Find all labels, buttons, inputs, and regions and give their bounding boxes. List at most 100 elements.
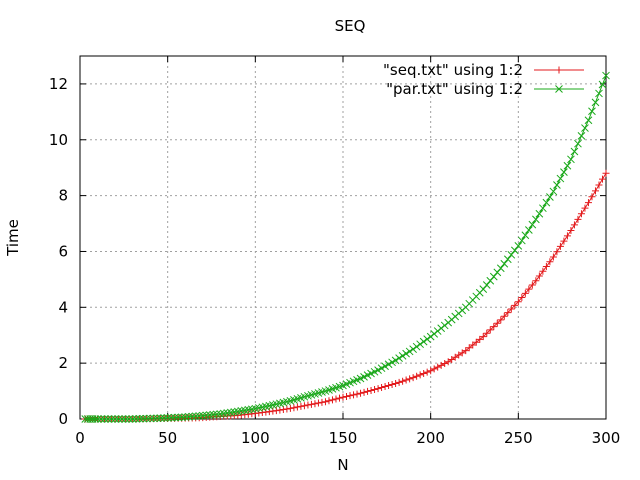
- legend-marker-par: [555, 85, 563, 93]
- data-point-seq: [357, 389, 365, 397]
- data-point-seq: [437, 361, 445, 369]
- data-point-par: [93, 415, 102, 423]
- data-point-par: [100, 415, 109, 423]
- data-point-par: [132, 415, 140, 423]
- data-point-par: [433, 327, 442, 335]
- data-point-par: [556, 174, 565, 183]
- data-point-par: [174, 413, 183, 422]
- data-point-par: [584, 116, 593, 125]
- x-tick-label: 150: [329, 429, 358, 447]
- data-point-seq: [514, 298, 522, 306]
- data-point-seq: [539, 267, 547, 275]
- data-point-seq: [553, 248, 561, 256]
- series-line-par: [85, 75, 607, 420]
- data-point-seq: [574, 215, 582, 223]
- data-point-seq: [395, 378, 403, 386]
- data-point-seq: [525, 285, 533, 293]
- data-point-par: [595, 89, 603, 98]
- data-point-par: [535, 209, 544, 218]
- data-point-par: [398, 352, 407, 360]
- data-point-par: [195, 412, 204, 420]
- data-point-par: [205, 411, 214, 419]
- data-point-seq: [307, 400, 315, 408]
- data-point-par: [588, 107, 596, 116]
- data-point-seq: [343, 392, 351, 400]
- data-point-seq: [584, 199, 592, 207]
- data-point-seq: [332, 395, 340, 403]
- data-point-par: [539, 204, 547, 213]
- data-point-seq: [521, 289, 529, 297]
- data-point-par: [381, 362, 389, 371]
- data-point-seq: [444, 358, 452, 366]
- y-tick-label: 10: [49, 131, 68, 149]
- data-point-par: [546, 193, 554, 201]
- data-point-seq: [420, 369, 428, 377]
- data-point-par: [146, 414, 154, 423]
- data-point-seq: [451, 353, 459, 361]
- data-point-seq: [560, 237, 568, 245]
- data-point-seq: [314, 399, 322, 407]
- data-point-par: [496, 264, 505, 273]
- data-point-par: [440, 321, 449, 330]
- series-line-seq: [85, 173, 607, 420]
- y-tick-label: 0: [58, 410, 68, 428]
- data-point-par: [198, 411, 207, 420]
- data-point-par: [430, 329, 439, 338]
- data-point-par: [507, 250, 516, 259]
- data-point-par: [500, 259, 509, 268]
- data-point-seq: [279, 406, 287, 414]
- y-tick-label: 6: [58, 242, 68, 260]
- data-point-seq: [448, 356, 456, 364]
- data-point-seq: [339, 393, 347, 401]
- data-point-par: [111, 415, 119, 423]
- data-point-par: [553, 181, 561, 189]
- data-point-seq: [532, 277, 540, 285]
- data-point-seq: [416, 371, 424, 379]
- data-point-par: [591, 98, 600, 107]
- data-point-par: [437, 324, 446, 333]
- data-point-seq: [290, 404, 298, 412]
- data-point-seq: [367, 386, 375, 394]
- data-point-seq: [472, 338, 480, 346]
- series-par: [81, 71, 610, 423]
- data-point-par: [118, 415, 126, 423]
- chart-title: SEQ: [335, 17, 366, 35]
- data-point-seq: [318, 398, 326, 406]
- data-point-par: [177, 413, 186, 422]
- data-point-seq: [518, 294, 526, 302]
- data-point-seq: [276, 406, 284, 414]
- data-point-seq: [465, 344, 473, 352]
- data-point-par: [153, 414, 162, 423]
- data-point-seq: [423, 368, 431, 376]
- data-point-par: [209, 410, 218, 419]
- data-point-par: [577, 132, 586, 140]
- y-tick-label: 2: [58, 354, 68, 372]
- data-point-par: [184, 412, 193, 421]
- data-point-seq: [392, 380, 400, 388]
- data-point-seq: [409, 374, 417, 382]
- x-tick-label: 50: [158, 429, 177, 447]
- data-point-par: [107, 415, 116, 423]
- data-point-seq: [595, 181, 603, 189]
- y-tick-label: 8: [58, 187, 68, 205]
- data-point-par: [97, 415, 105, 423]
- x-tick-label: 200: [416, 429, 445, 447]
- data-point-seq: [335, 394, 343, 402]
- data-point-seq: [493, 319, 501, 327]
- data-point-par: [142, 414, 151, 423]
- data-point-seq: [490, 323, 498, 331]
- data-point-seq: [535, 272, 543, 280]
- data-point-seq: [441, 360, 449, 368]
- axis-ticks: 0 50 100 150 200 250 300 0 2 4 6 8 10 12: [49, 56, 620, 447]
- legend: "seq.txt" using 1:2"par.txt" using 1:2: [383, 61, 584, 98]
- data-point-par: [409, 345, 417, 354]
- data-point-par: [563, 161, 572, 170]
- data-point-seq: [602, 169, 610, 177]
- data-point-seq: [378, 384, 386, 392]
- data-point-par: [514, 242, 523, 250]
- data-point-seq: [486, 326, 494, 334]
- data-point-seq: [430, 365, 438, 373]
- data-point-par: [391, 356, 400, 365]
- data-point-par: [188, 412, 197, 421]
- data-point-seq: [381, 383, 389, 391]
